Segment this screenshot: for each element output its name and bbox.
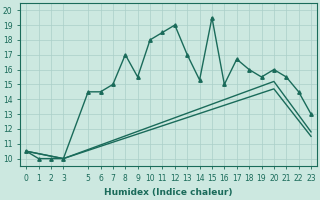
X-axis label: Humidex (Indice chaleur): Humidex (Indice chaleur)	[104, 188, 233, 197]
